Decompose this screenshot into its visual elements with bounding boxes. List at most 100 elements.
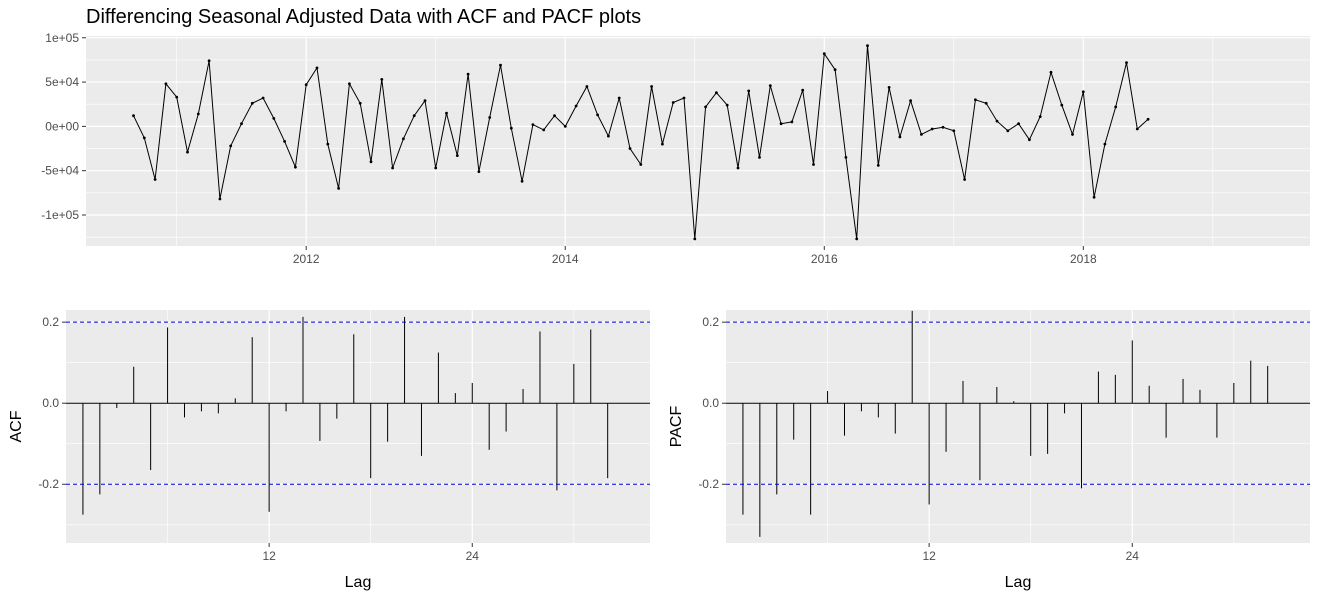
data-point xyxy=(1103,142,1107,146)
data-point xyxy=(1114,105,1118,109)
data-point xyxy=(445,111,448,115)
data-point xyxy=(358,101,362,105)
data-point xyxy=(186,150,189,154)
data-point xyxy=(812,163,815,166)
y-axis-label: ACF xyxy=(8,410,25,442)
data-point xyxy=(930,127,934,131)
data-point xyxy=(272,117,276,120)
data-point xyxy=(801,88,805,92)
data-point xyxy=(887,86,891,89)
data-point xyxy=(628,147,632,150)
data-point xyxy=(909,99,912,103)
data-point xyxy=(725,103,729,107)
data-point xyxy=(617,96,621,100)
y-tick-label: -0.2 xyxy=(38,477,59,491)
data-point xyxy=(941,125,945,129)
data-point xyxy=(563,125,567,128)
data-point xyxy=(822,52,826,56)
data-point xyxy=(294,165,297,169)
data-point xyxy=(153,178,157,181)
data-point xyxy=(369,160,373,164)
data-point xyxy=(509,126,513,130)
data-point xyxy=(1017,122,1020,126)
differenced-series-panel xyxy=(82,36,1310,250)
data-point xyxy=(218,197,222,201)
acf-panel xyxy=(62,310,650,547)
data-point xyxy=(531,123,535,126)
x-axis-label: Lag xyxy=(1005,574,1032,591)
panel-background xyxy=(726,310,1310,543)
y-tick-label: 0.0 xyxy=(702,396,719,410)
data-point xyxy=(585,85,589,88)
data-point xyxy=(747,89,751,93)
data-point xyxy=(876,164,880,167)
data-point xyxy=(596,113,599,117)
data-point xyxy=(1060,103,1064,107)
data-point xyxy=(423,99,427,103)
data-point xyxy=(1081,90,1085,94)
data-point xyxy=(207,59,211,63)
data-point xyxy=(261,96,265,100)
data-point xyxy=(337,187,340,190)
y-tick-label: -5e+04 xyxy=(41,164,79,178)
y-tick-label: -0.2 xyxy=(698,477,719,491)
data-point xyxy=(315,66,319,70)
data-point xyxy=(920,133,923,136)
data-point xyxy=(682,96,686,100)
data-point xyxy=(488,116,492,119)
data-point xyxy=(380,78,384,81)
data-point xyxy=(175,95,179,99)
data-point xyxy=(1125,61,1128,64)
x-tick-label: 2012 xyxy=(293,252,320,266)
data-point xyxy=(704,105,707,109)
data-point xyxy=(855,237,859,241)
y-tick-label: 0e+00 xyxy=(45,119,79,133)
data-point xyxy=(1006,129,1010,133)
data-point xyxy=(1135,127,1139,131)
data-point xyxy=(553,114,556,118)
x-tick-label: 12 xyxy=(922,549,936,563)
data-point xyxy=(974,98,977,102)
data-point xyxy=(768,84,772,87)
data-point xyxy=(952,129,956,133)
data-point xyxy=(1092,195,1096,199)
pacf-panel xyxy=(722,310,1310,547)
x-tick-label: 2016 xyxy=(811,252,838,266)
data-point xyxy=(984,101,988,105)
data-point xyxy=(963,178,966,181)
x-tick-label: 24 xyxy=(466,549,480,563)
data-point xyxy=(283,140,286,143)
data-point xyxy=(1028,138,1031,142)
x-tick-label: 24 xyxy=(1126,549,1140,563)
data-point xyxy=(661,142,664,146)
data-point xyxy=(790,120,794,124)
data-point xyxy=(196,112,200,116)
y-tick-label: 0.0 xyxy=(42,396,59,410)
data-point xyxy=(995,119,999,123)
data-point xyxy=(304,83,308,87)
data-point xyxy=(348,82,351,86)
data-point xyxy=(1146,117,1150,121)
data-point xyxy=(736,166,740,170)
data-point xyxy=(164,82,168,86)
data-point xyxy=(412,114,416,118)
x-axis-label: Lag xyxy=(345,574,372,591)
chart-title: Differencing Seasonal Adjusted Data with… xyxy=(86,6,642,28)
data-point xyxy=(455,154,459,158)
x-tick-label: 2018 xyxy=(1070,252,1097,266)
data-point xyxy=(240,122,243,126)
data-point xyxy=(779,122,783,126)
x-tick-label: 12 xyxy=(262,549,276,563)
data-point xyxy=(1049,70,1053,74)
data-point xyxy=(250,101,254,105)
y-axis-label: PACF xyxy=(668,406,685,448)
data-point xyxy=(477,170,481,174)
data-point xyxy=(758,156,761,159)
y-tick-label: -1e+05 xyxy=(41,208,79,222)
data-point xyxy=(898,135,902,139)
data-point xyxy=(402,137,405,141)
data-point xyxy=(833,68,837,72)
data-point xyxy=(715,91,718,95)
data-point xyxy=(132,114,135,118)
data-point xyxy=(1071,133,1074,136)
